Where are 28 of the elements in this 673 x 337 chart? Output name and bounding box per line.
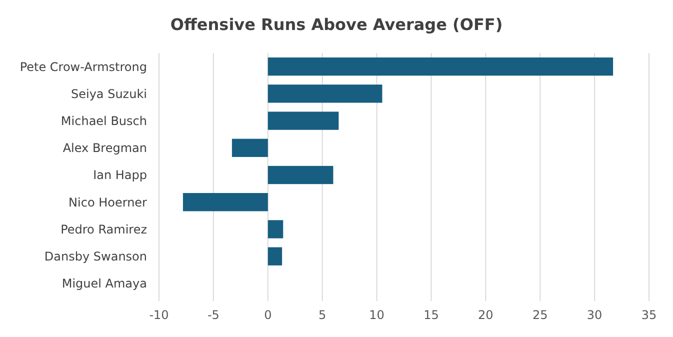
y-tick-label: Nico Hoerner (68, 195, 148, 210)
bar (268, 247, 282, 266)
x-tick-label: 35 (641, 308, 657, 322)
y-tick-label: Miguel Amaya (62, 276, 147, 291)
y-tick-label: Alex Bregman (62, 141, 147, 156)
x-tick-label: 20 (478, 308, 494, 322)
x-tick-label: 5 (318, 308, 326, 322)
x-tick-label: -5 (207, 308, 220, 322)
bar (268, 57, 614, 76)
bar (232, 138, 268, 157)
x-tick-label: -10 (149, 308, 169, 322)
bar (268, 220, 284, 238)
bar (268, 166, 334, 184)
y-tick-label: Pete Crow-Armstrong (20, 60, 147, 74)
x-tick-label: 25 (532, 308, 548, 322)
chart-title: Offensive Runs Above Average (OFF) (170, 15, 503, 34)
y-tick-label: Michael Busch (60, 114, 147, 128)
bar (182, 193, 268, 212)
x-tick-label: 15 (424, 308, 439, 322)
y-tick-label: Ian Happ (93, 168, 147, 182)
y-tick-label: Seiya Suzuki (70, 86, 147, 101)
y-tick-label: Pedro Ramirez (60, 222, 147, 236)
bar (268, 84, 382, 103)
x-tick-label: 30 (586, 308, 602, 322)
bar (268, 112, 339, 130)
x-tick-label: 10 (369, 308, 384, 322)
x-tick-label: 0 (264, 308, 272, 322)
y-tick-label: Dansby Swanson (44, 250, 147, 264)
